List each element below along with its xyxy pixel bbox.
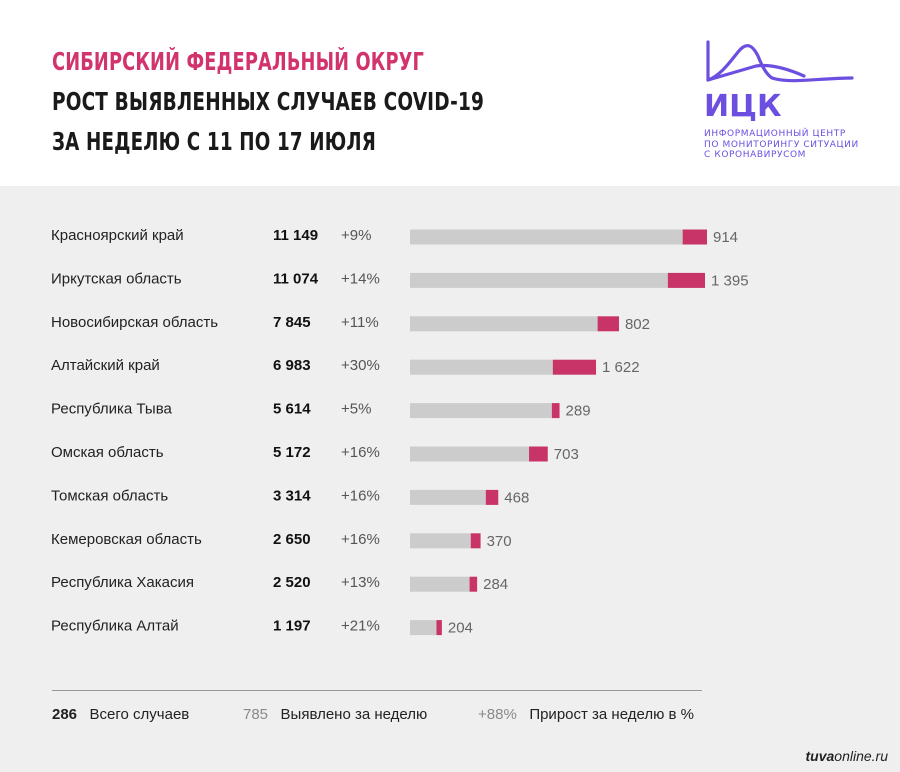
bar-weekly <box>529 446 548 462</box>
logo-caption-line1: ИНФОРМАЦИОННЫЙ ЦЕНТР <box>704 129 846 139</box>
weekly-cases-label: 468 <box>504 489 529 506</box>
bar-weekly <box>470 533 481 549</box>
region-label: Иркутская область <box>51 270 182 287</box>
weekly-cases-label: 204 <box>448 620 473 637</box>
region-label: Красноярский край <box>51 227 184 244</box>
growth-percent-label: +21% <box>341 618 380 635</box>
legend-growth-value: +88% <box>478 706 517 723</box>
region-label: Республика Тыва <box>51 401 173 418</box>
legend-growth-label: Прирост за неделю в % <box>529 706 694 723</box>
weekly-cases-label: 703 <box>554 446 579 463</box>
bar-weekly <box>552 359 597 375</box>
growth-percent-label: +16% <box>341 531 380 548</box>
weekly-cases-label: 802 <box>625 316 650 333</box>
region-label: Томская область <box>51 487 168 504</box>
bar-previous <box>410 316 598 332</box>
legend-divider <box>52 690 702 691</box>
region-label: Омская область <box>51 444 164 461</box>
weekly-cases-label: 1 622 <box>602 359 640 376</box>
total-cases-label: 6 983 <box>273 357 311 374</box>
total-cases-label: 5 614 <box>273 401 311 418</box>
bar-previous <box>410 446 530 462</box>
weekly-cases-label: 1 395 <box>711 272 749 289</box>
bar-previous <box>410 576 470 592</box>
total-cases-label: 11 149 <box>273 227 318 244</box>
legend-weekly-label: Выявлено за неделю <box>280 706 428 723</box>
growth-percent-label: +16% <box>341 444 380 461</box>
regions-bar-chart: Красноярский край 11 149 +9% 914 Иркутская о… <box>51 227 749 637</box>
logo-caption-line3: С КОРОНАВИРУСОМ <box>704 150 807 160</box>
logo-curve-icon-2 <box>706 63 806 82</box>
weekly-cases-label: 914 <box>713 229 738 246</box>
legend-weekly: 785 Выявлено за неделю <box>243 706 427 723</box>
icc-logo: ИЦК <box>704 40 854 124</box>
bar-previous <box>410 533 471 549</box>
weekly-cases-label: 284 <box>483 576 508 593</box>
total-cases-label: 3 314 <box>273 487 311 504</box>
bar-weekly <box>682 229 707 245</box>
growth-percent-label: +30% <box>341 357 380 374</box>
logo-caption: ИНФОРМАЦИОННЫЙ ЦЕНТР ПО МОНИТОРИНГУ СИТУ… <box>704 129 874 161</box>
bar-weekly <box>485 489 499 505</box>
logo-caption-line2: ПО МОНИТОРИНГУ СИТУАЦИИ <box>704 139 859 150</box>
total-cases-label: 7 845 <box>273 314 311 331</box>
bar-weekly <box>469 576 478 592</box>
region-label: Кемеровская область <box>51 531 202 548</box>
weekly-cases-label: 289 <box>566 403 591 420</box>
weekly-cases-label: 370 <box>487 533 512 550</box>
growth-percent-label: +16% <box>341 487 380 504</box>
region-label: Алтайский край <box>51 357 160 374</box>
title-main: РОСТ ВЫЯВЛЕННЫХ СЛУЧАЕВ COVID-19 <box>52 87 484 116</box>
growth-percent-label: +14% <box>341 270 380 287</box>
legend-total: 286 Всего случаев <box>52 706 189 723</box>
growth-percent-label: +13% <box>341 574 380 591</box>
title-region: СИБИРСКИЙ ФЕДЕРАЛЬНЫЙ ОКРУГ <box>52 47 424 76</box>
title-period: ЗА НЕДЕЛЮ С 11 ПО 17 ИЮЛЯ <box>52 127 376 156</box>
region-label: Республика Алтай <box>51 618 179 635</box>
bar-previous <box>410 359 553 375</box>
header: СИБИРСКИЙ ФЕДЕРАЛЬНЫЙ ОКРУГ РОСТ ВЫЯВЛЕН… <box>0 0 900 186</box>
growth-percent-label: +9% <box>341 227 371 244</box>
bar-weekly <box>436 620 442 636</box>
total-cases-label: 2 650 <box>273 531 311 548</box>
total-cases-label: 2 520 <box>273 574 311 591</box>
bar-weekly <box>597 316 619 332</box>
legend-growth: +88% Прирост за неделю в % <box>478 706 694 723</box>
region-label: Новосибирская область <box>51 314 218 331</box>
logo-curve-icon <box>706 40 854 83</box>
growth-percent-label: +11% <box>341 314 379 331</box>
legend-weekly-value: 785 <box>243 706 269 723</box>
credit-bold: tuva <box>805 748 835 764</box>
bar-previous <box>410 403 552 419</box>
bar-weekly <box>551 403 560 419</box>
bar-previous <box>410 229 683 245</box>
chart-panel: Красноярский край 11 149 +9% 914 Иркутская о… <box>0 186 900 772</box>
logo-abbr: ИЦК <box>704 89 782 124</box>
bar-previous <box>410 620 437 636</box>
bar-weekly <box>667 272 706 288</box>
total-cases-label: 1 197 <box>273 618 311 635</box>
growth-percent-label: +5% <box>341 401 371 418</box>
bar-previous <box>410 489 486 505</box>
total-cases-label: 5 172 <box>273 444 311 461</box>
region-label: Республика Хакасия <box>51 574 194 591</box>
credit-rest: online.ru <box>834 748 888 764</box>
total-cases-label: 11 074 <box>273 270 319 287</box>
source-credit: tuvaonline.ru <box>806 748 889 764</box>
bar-previous <box>410 272 668 288</box>
legend-total-value: 286 <box>52 706 78 723</box>
legend-total-label: Всего случаев <box>89 706 190 723</box>
